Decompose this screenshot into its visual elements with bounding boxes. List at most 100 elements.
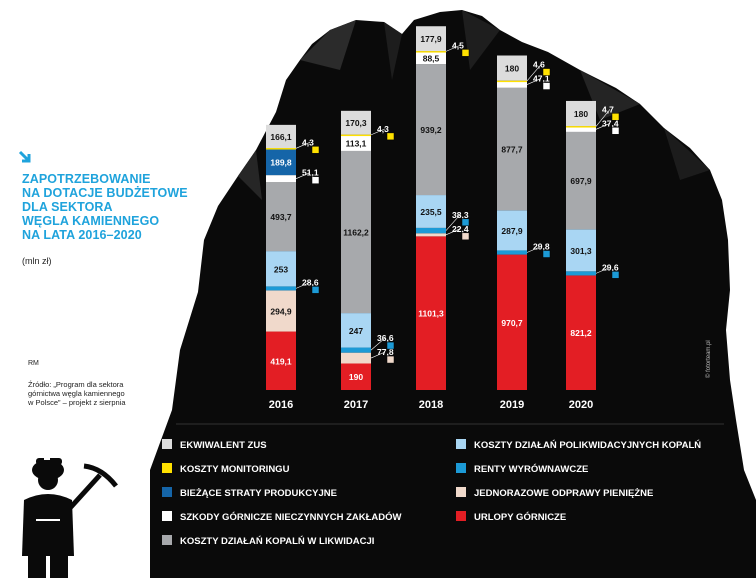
title-line: ZAPOTRZEBOWANIE bbox=[22, 172, 151, 186]
bar-segment bbox=[416, 51, 446, 53]
bar-segment bbox=[416, 195, 446, 228]
data-label: 22,4 bbox=[452, 224, 469, 234]
category-label: 2020 bbox=[569, 399, 593, 411]
data-label: 36,6 bbox=[377, 333, 394, 343]
data-label: 253 bbox=[274, 264, 288, 274]
data-label: 821,2 bbox=[570, 328, 592, 338]
legend-swatch bbox=[456, 463, 466, 473]
series-swatch bbox=[461, 218, 470, 227]
rock-facet bbox=[300, 20, 356, 70]
source-note: Źródło: „Program dla sektora górnictwa w… bbox=[28, 380, 126, 407]
series-swatch bbox=[311, 176, 320, 184]
category-label: 2019 bbox=[500, 399, 524, 411]
miner-with-pickaxe-icon bbox=[22, 455, 118, 578]
legend-swatch bbox=[162, 439, 172, 449]
data-label: 177,9 bbox=[420, 34, 442, 44]
leader-line bbox=[526, 78, 542, 85]
bar-segment bbox=[266, 148, 296, 176]
data-label: 419,1 bbox=[270, 356, 292, 366]
series-swatch bbox=[386, 132, 395, 141]
series-swatch bbox=[461, 232, 470, 241]
data-label: 180 bbox=[574, 109, 588, 119]
title-line: NA DOTACJE BUDŻETOWE bbox=[22, 186, 188, 200]
leader-line bbox=[370, 351, 386, 359]
series-swatch bbox=[311, 286, 320, 294]
legend-swatch bbox=[162, 487, 172, 497]
data-label: 970,7 bbox=[501, 318, 523, 328]
bar-segment bbox=[416, 64, 446, 196]
data-label: 166,1 bbox=[270, 132, 292, 142]
data-label: 180 bbox=[505, 64, 519, 74]
bar-segment bbox=[566, 229, 596, 272]
legend-label: JEDNORAZOWE ODPRAWY PIENIĘŻNE bbox=[474, 488, 653, 499]
legend-label: KOSZTY DZIAŁAŃ POLIKWIDACYJNYCH KOPALŃ bbox=[474, 440, 701, 451]
series-swatch bbox=[542, 82, 551, 90]
rock-facet bbox=[462, 10, 500, 70]
series-swatch bbox=[611, 127, 620, 135]
arrow-down-right-icon bbox=[18, 150, 31, 163]
bar-segment bbox=[341, 110, 371, 135]
author-label: RM bbox=[28, 360, 39, 367]
rock-facet bbox=[664, 128, 710, 180]
bar-segment bbox=[497, 81, 527, 88]
bar-segment bbox=[266, 251, 296, 287]
bar-segment bbox=[266, 124, 296, 149]
legend-swatch bbox=[162, 535, 172, 545]
leader-line bbox=[445, 214, 461, 231]
bar-segment bbox=[497, 254, 527, 390]
data-label: 247 bbox=[349, 326, 363, 336]
legend: EKWIWALENT ZUS KOSZTY MONITORINGU BIEŻĄCE … bbox=[162, 439, 701, 547]
data-label: 4,3 bbox=[377, 124, 389, 134]
legend-label: RENTY WYRÓWNAWCZE bbox=[474, 463, 588, 475]
rock-facet bbox=[238, 150, 262, 200]
legend-label: KOSZTY DZIAŁAŃ KOPALŃ W LIKWIDACJI bbox=[180, 536, 374, 547]
bar-segment bbox=[341, 134, 371, 137]
leader-line bbox=[295, 282, 311, 289]
bar-segment bbox=[416, 26, 446, 52]
leader-line bbox=[445, 228, 461, 236]
legend-label: URLOPY GÓRNICZE bbox=[474, 511, 566, 523]
data-label: 170,3 bbox=[345, 118, 367, 128]
bar-segment bbox=[416, 51, 446, 65]
data-label: 301,3 bbox=[570, 246, 592, 256]
series-swatch bbox=[386, 355, 395, 364]
data-label: 1162,2 bbox=[343, 228, 369, 238]
title-line: DLA SEKTORA bbox=[22, 200, 113, 214]
category-label: 2017 bbox=[344, 399, 368, 411]
legend-swatch bbox=[456, 439, 466, 449]
data-label: 877,7 bbox=[501, 145, 523, 155]
series-swatch bbox=[611, 113, 620, 121]
data-label: 4,7 bbox=[602, 104, 614, 114]
bar-segment bbox=[566, 131, 596, 230]
data-label: 38,3 bbox=[452, 210, 469, 220]
bar-segment bbox=[341, 347, 371, 353]
data-label: 37,4 bbox=[602, 118, 619, 128]
bar-segment bbox=[266, 175, 296, 183]
leader-line bbox=[595, 109, 611, 127]
legend-label: BIEŻĄCE STRATY PRODUKCYJNE bbox=[180, 488, 337, 499]
title-line: WĘGLA KAMIENNEGO bbox=[22, 214, 160, 228]
legend-swatch bbox=[456, 487, 466, 497]
data-label: 88,5 bbox=[423, 53, 440, 63]
bar-segment bbox=[416, 227, 446, 234]
title-line: NA LATA 2016–2020 bbox=[22, 228, 142, 242]
data-label: 77,8 bbox=[377, 347, 394, 357]
bar-segment bbox=[497, 80, 527, 83]
leader-line bbox=[595, 267, 611, 274]
data-label: 29,8 bbox=[533, 242, 550, 252]
bar-segment bbox=[497, 55, 527, 81]
legend-swatch bbox=[456, 511, 466, 521]
legend-label: EKWIWALENT ZUS bbox=[180, 440, 267, 451]
leader-line bbox=[295, 172, 311, 179]
bar-segment bbox=[416, 236, 446, 390]
data-label: 697,9 bbox=[570, 176, 592, 186]
category-label: 2016 bbox=[269, 399, 293, 411]
bar-segment bbox=[566, 100, 596, 127]
data-label: 287,9 bbox=[501, 226, 523, 236]
data-label: 1101,3 bbox=[418, 309, 444, 319]
legend-swatch bbox=[162, 511, 172, 521]
leader-line bbox=[526, 246, 542, 253]
bar-segment bbox=[341, 363, 371, 390]
